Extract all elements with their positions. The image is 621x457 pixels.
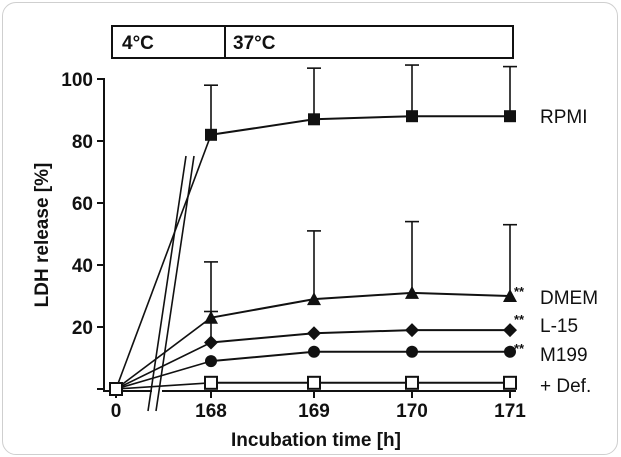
temperature-bar: 4°C 37°C [111,25,514,59]
data-point [503,323,517,338]
data-point [504,345,516,358]
data-point [406,345,418,358]
series-dmem [115,220,517,390]
data-point [204,375,218,390]
y-ticks: 20 40 60 80 100 [61,70,104,390]
series-line-segment [115,317,212,390]
x-tick-label: 0 [111,401,122,422]
data-point [308,113,320,126]
x-tick-label: 169 [298,401,330,422]
series-line-segment [115,360,212,390]
x-ticks: 0 168 169 170 171 [111,391,526,422]
temperature-label-warm: 37°C [233,33,276,54]
data-point [406,110,418,123]
data-point [503,375,517,390]
data-point [405,375,419,390]
data-point [503,289,517,302]
series-l-15 [115,310,517,390]
series-label: L-15 [540,316,578,337]
data-point [307,375,321,390]
series-def [115,375,517,390]
series-label: M199 [540,345,588,366]
series-label: + Def. [540,376,591,397]
temperature-bar-box [111,25,514,59]
y-tick-label: 40 [72,256,93,277]
data-point [504,110,516,123]
series-line-segment [115,134,212,390]
series-line [210,115,510,136]
series-line [210,329,510,344]
data-point [308,345,320,358]
significance-mark: ** [514,284,525,299]
series-rpmi [115,64,517,390]
series-label: DMEM [540,288,598,309]
data-point [205,128,217,141]
series-label: RPMI [540,107,588,128]
x-tick-label: 168 [195,401,227,422]
y-tick-label: 20 [72,318,93,339]
data-point [405,323,419,338]
data-point [204,335,218,350]
series-line [210,291,511,319]
series-line-segment [115,341,212,390]
x-axis-title: Incubation time [h] [231,430,401,451]
y-axis-title: LDH release [%] [32,163,53,308]
data-point [205,355,217,368]
series-m199 [115,345,516,390]
data-point [307,292,321,306]
series-line-segment [115,382,212,390]
x-tick-label: 171 [494,401,526,422]
y-tick-label: 100 [61,70,93,91]
axes [103,78,516,412]
temperature-label-cold: 4°C [122,33,154,54]
y-tick-label: 60 [72,194,93,215]
origin-point [109,382,123,396]
data-point [405,285,419,299]
series-layer [109,64,517,396]
significance-mark: ** [514,341,525,356]
series-labels: RPMI DMEM ** L-15 ** M199 ** + Def. [514,107,598,397]
axis-break-mark-1 [147,155,187,412]
significance-mark: ** [514,312,525,327]
data-point [307,326,321,341]
y-tick-label: 80 [72,132,93,153]
x-tick-label: 170 [396,401,428,422]
series-line [210,350,510,363]
